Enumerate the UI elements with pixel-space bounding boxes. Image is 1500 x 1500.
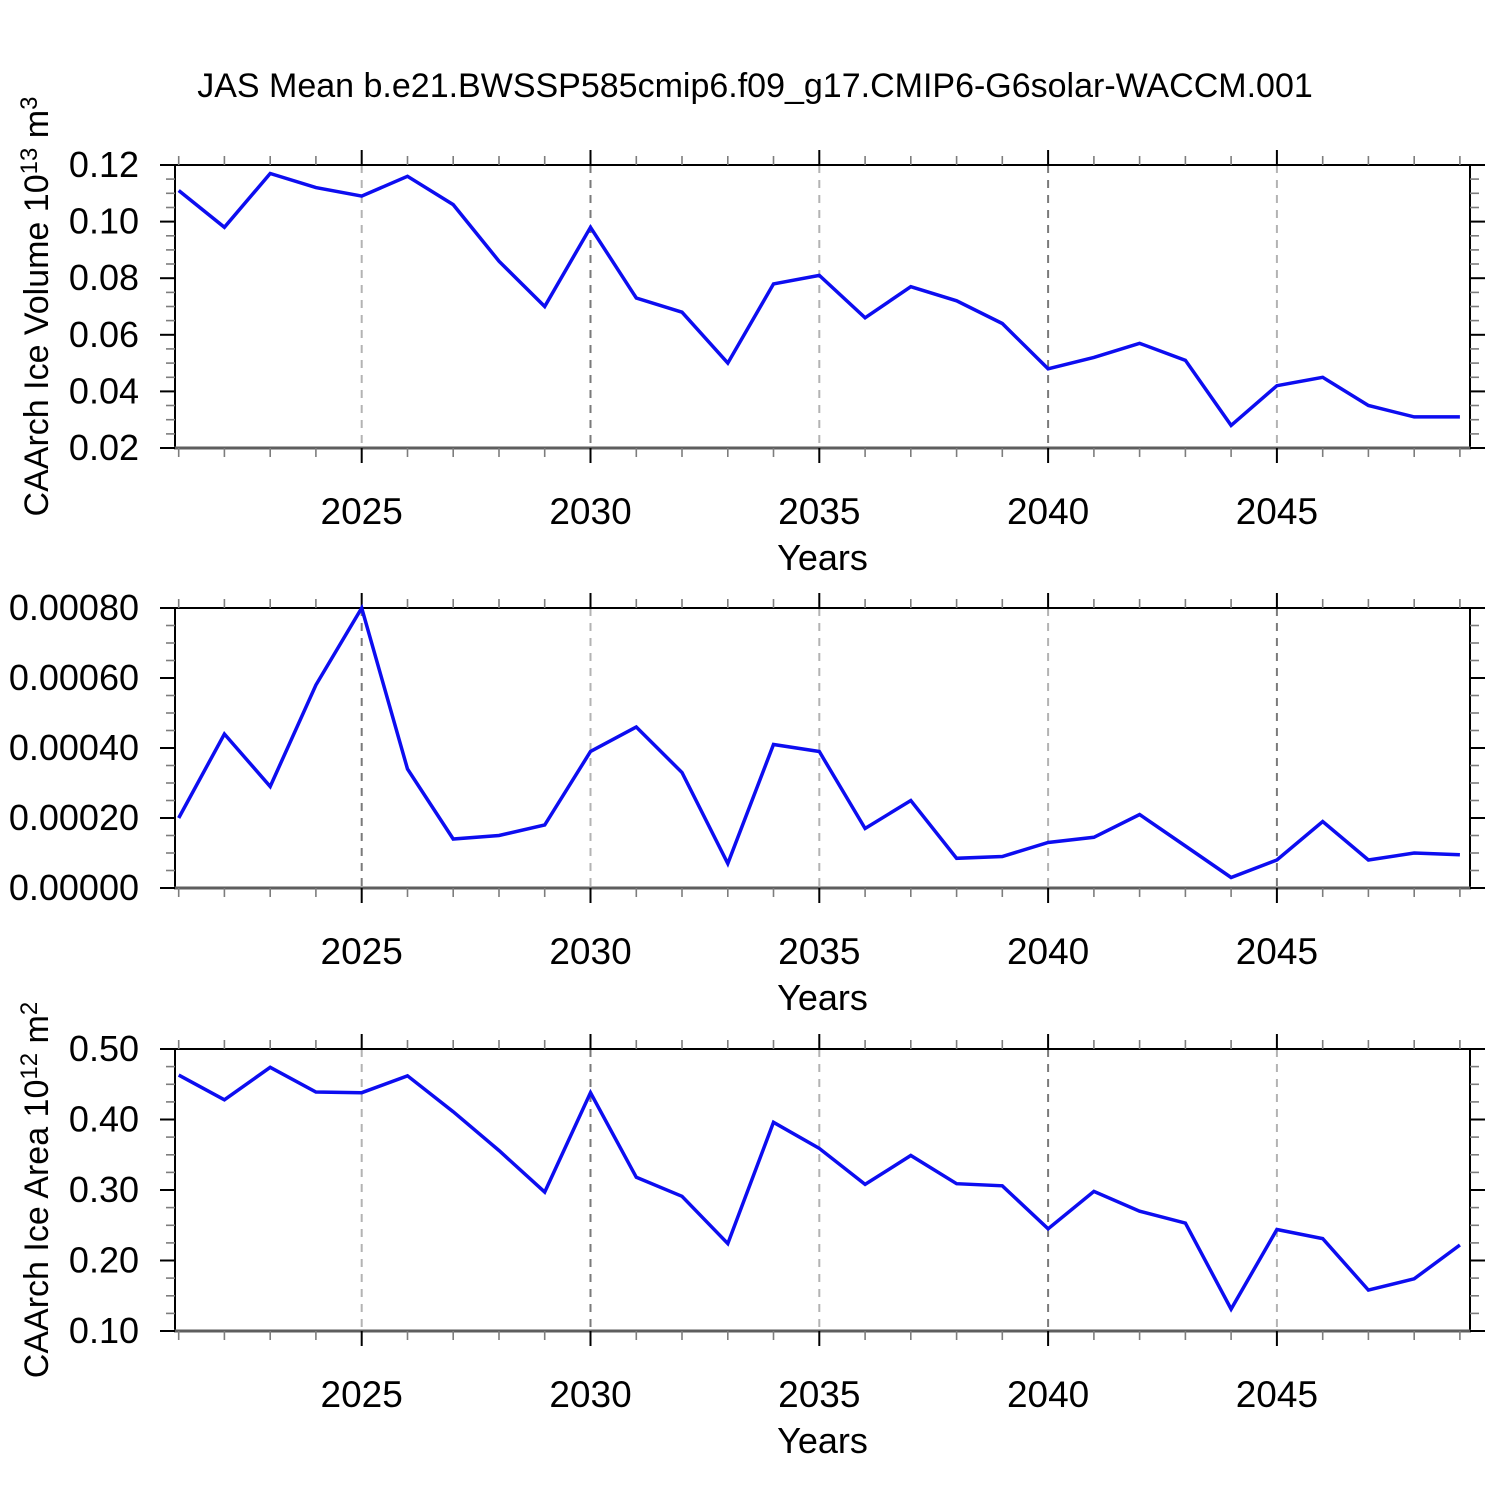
x-tick-label: 2025 bbox=[321, 1374, 403, 1415]
figure-title: JAS Mean b.e21.BWSSP585cmip6.f09_g17.CMI… bbox=[197, 67, 1313, 105]
y-tick-label: 0.06 bbox=[69, 314, 139, 355]
y-tick-label: 0.00060 bbox=[9, 657, 139, 698]
y-axis-title-text: m bbox=[18, 110, 56, 148]
ice-middle-line bbox=[177, 603, 1460, 880]
x-tick-label: 2025 bbox=[321, 931, 403, 972]
x-tick-label: 2030 bbox=[549, 1374, 631, 1415]
panel-ice-volume: 0.02 0.04 0.06 0.08 0.10 0.12 2025 2030 2035 2040… bbox=[16, 97, 1485, 578]
y-tick-label: 0.30 bbox=[69, 1169, 139, 1210]
y-axis-title-superscript: 13 bbox=[16, 148, 43, 175]
x-tick-label: 2025 bbox=[321, 491, 403, 532]
x-tick-label: 2045 bbox=[1236, 1374, 1318, 1415]
x-tick-label: 2045 bbox=[1236, 491, 1318, 532]
y-tick-label: 0.12 bbox=[69, 144, 139, 185]
x-tick-label: 2040 bbox=[1007, 1374, 1089, 1415]
y-axis-title: CAArch Ice Area 1012 m2 bbox=[16, 1002, 56, 1378]
plot-frame bbox=[174, 607, 1471, 889]
y-tick-label: 0.00080 bbox=[9, 587, 139, 628]
y-tick-label: 0.02 bbox=[69, 427, 139, 468]
y-tick-label: 0.00020 bbox=[9, 797, 139, 838]
y-axis-title-superscript: 2 bbox=[16, 1002, 43, 1015]
x-axis-title: Years bbox=[777, 1420, 868, 1461]
x-tick-label: 2045 bbox=[1236, 931, 1318, 972]
y-tick-label: 0.00040 bbox=[9, 727, 139, 768]
x-axis-title: Years bbox=[777, 537, 868, 578]
y-tick-label: 0.08 bbox=[69, 257, 139, 298]
x-tick-label: 2030 bbox=[549, 931, 631, 972]
y-axis-title-text: CAArch Ice Volume 10 bbox=[18, 174, 56, 516]
y-axis-title-superscript: 3 bbox=[16, 97, 43, 110]
ice-volume-line bbox=[177, 171, 1460, 428]
x-tick-label: 2035 bbox=[778, 1374, 860, 1415]
x-tick-label: 2035 bbox=[778, 491, 860, 532]
x-tick-label: 2030 bbox=[549, 491, 631, 532]
panels-group: 0.02 0.04 0.06 0.08 0.10 0.12 2025 2030 2035 2040… bbox=[9, 97, 1485, 1461]
y-axis-title-text: CAArch Ice Area 10 bbox=[18, 1080, 56, 1379]
x-tick-label: 2040 bbox=[1007, 491, 1089, 532]
x-tick-label: 2040 bbox=[1007, 931, 1089, 972]
plot-frame bbox=[174, 164, 1471, 449]
y-tick-label: 0.50 bbox=[69, 1028, 139, 1069]
y-axis-title-superscript: 12 bbox=[16, 1053, 43, 1080]
y-axis-title-text: m bbox=[18, 1015, 56, 1053]
y-tick-label: 0.10 bbox=[69, 1310, 139, 1351]
x-tick-label: 2035 bbox=[778, 931, 860, 972]
panel-ice-area: 0.10 0.20 0.30 0.40 0.50 2025 2030 2035 2040 2045… bbox=[16, 1002, 1485, 1461]
y-axis-title: CAArch Ice Volume 1013 m3 bbox=[16, 97, 56, 517]
y-tick-label: 0.00000 bbox=[9, 867, 139, 908]
y-tick-label: 0.04 bbox=[69, 370, 139, 411]
y-tick-label: 0.20 bbox=[69, 1240, 139, 1281]
ice-area-line bbox=[177, 1065, 1461, 1313]
y-tick-label: 0.10 bbox=[69, 201, 139, 242]
panel-ice-middle: 0.00000 0.00020 0.00040 0.00060 0.00080 2025 2… bbox=[9, 587, 1485, 1018]
y-tick-label: 0.40 bbox=[69, 1099, 139, 1140]
x-axis-title: Years bbox=[777, 977, 868, 1018]
